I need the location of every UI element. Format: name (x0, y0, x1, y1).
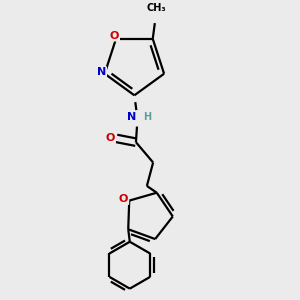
Text: H: H (143, 112, 152, 122)
Text: N: N (127, 112, 136, 122)
Text: O: O (119, 194, 128, 204)
Text: CH₃: CH₃ (146, 2, 166, 13)
Text: O: O (110, 31, 119, 41)
Text: O: O (106, 134, 115, 143)
Text: N: N (97, 67, 106, 77)
